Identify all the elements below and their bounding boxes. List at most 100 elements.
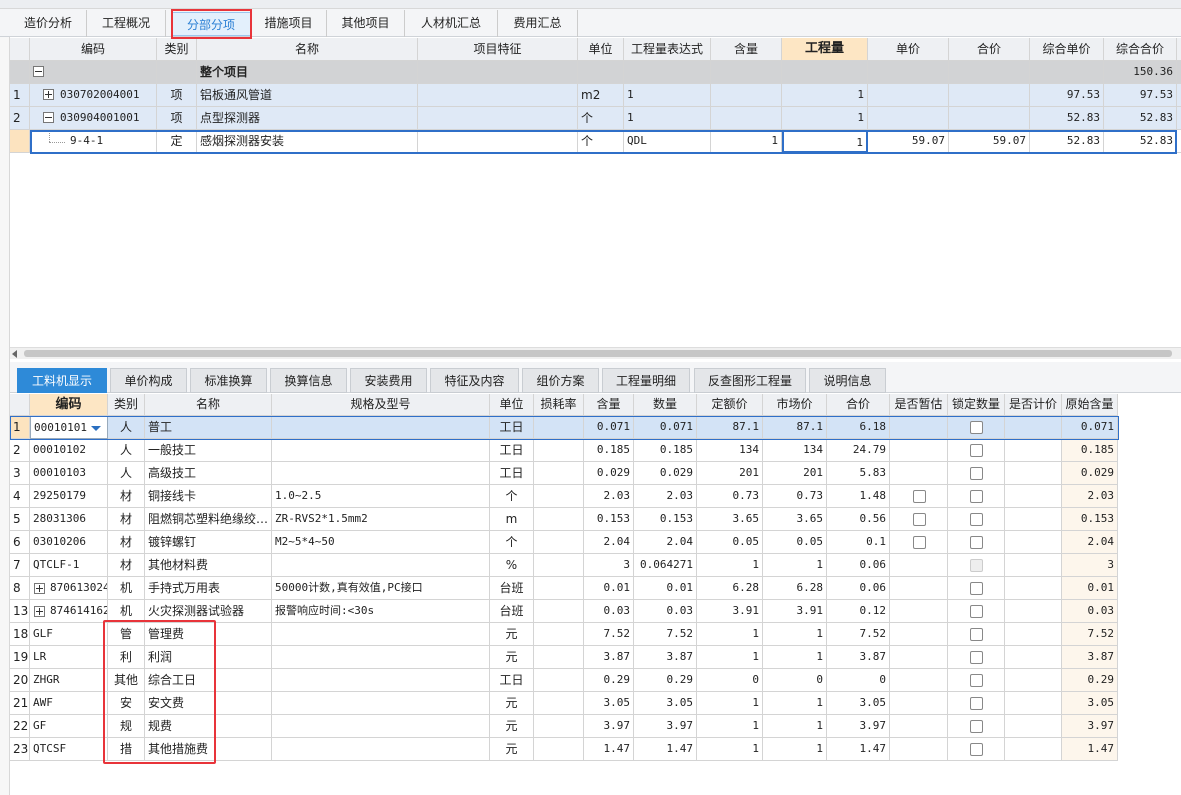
table-cell[interactable]: 6.18 xyxy=(827,416,890,439)
checkbox[interactable] xyxy=(913,513,926,526)
table-cell[interactable]: 元 xyxy=(490,692,534,715)
table-cell[interactable]: 134 xyxy=(697,439,763,462)
table-cell[interactable] xyxy=(578,61,624,84)
table-cell[interactable]: 规费 xyxy=(145,715,272,738)
table-cell[interactable]: 1 xyxy=(697,738,763,761)
checkbox[interactable] xyxy=(970,697,983,710)
table-cell[interactable] xyxy=(949,107,1030,130)
table-cell[interactable]: m2 xyxy=(578,84,624,107)
table-cell[interactable]: 材 xyxy=(108,554,145,577)
table-cell[interactable]: 1.0~2.5 xyxy=(272,485,490,508)
column-header[interactable]: 名称 xyxy=(145,394,272,416)
table-cell[interactable] xyxy=(1005,600,1062,623)
table-cell[interactable]: 1 xyxy=(763,623,827,646)
table-cell[interactable] xyxy=(534,577,584,600)
table-cell[interactable]: 台班 xyxy=(490,577,534,600)
checkbox[interactable] xyxy=(913,536,926,549)
table-cell[interactable]: 030702004001 xyxy=(30,84,157,107)
table-cell[interactable]: 28031306 xyxy=(30,508,108,531)
column-header[interactable]: 市场价 xyxy=(763,394,827,416)
table-cell[interactable]: 高级技工 xyxy=(145,462,272,485)
table-cell[interactable]: QTCSF xyxy=(30,738,108,761)
table-cell[interactable]: 2.04 xyxy=(1062,531,1118,554)
table-cell[interactable] xyxy=(890,462,948,485)
table-cell[interactable] xyxy=(1005,692,1062,715)
table-cell[interactable]: 0.06 xyxy=(827,554,890,577)
column-header[interactable]: 编码 xyxy=(30,38,157,61)
tab[interactable]: 工料机显示 xyxy=(17,368,107,393)
table-cell[interactable]: ZR-RVS2*1.5mm2 xyxy=(272,508,490,531)
column-header[interactable]: 工程量 xyxy=(782,38,868,61)
table-cell[interactable]: 0 xyxy=(697,669,763,692)
table-cell[interactable] xyxy=(890,554,948,577)
table-cell[interactable]: 201 xyxy=(763,462,827,485)
table-cell[interactable]: 普工 xyxy=(145,416,272,439)
table-cell[interactable] xyxy=(890,439,948,462)
table-cell[interactable] xyxy=(624,61,711,84)
tab[interactable]: 组价方案 xyxy=(522,368,599,393)
table-cell[interactable]: 0.06 xyxy=(827,577,890,600)
table-cell[interactable]: 1 xyxy=(763,646,827,669)
table-cell[interactable] xyxy=(272,669,490,692)
table-cell[interactable]: 措 xyxy=(108,738,145,761)
table-cell[interactable]: 5.83 xyxy=(827,462,890,485)
table-cell[interactable]: 3.91 xyxy=(697,600,763,623)
column-header[interactable]: 类别 xyxy=(157,38,197,61)
table-cell[interactable]: 机 xyxy=(108,600,145,623)
table-cell[interactable]: 1 xyxy=(763,715,827,738)
column-header[interactable]: 单位 xyxy=(490,394,534,416)
table-cell[interactable]: 3.05 xyxy=(634,692,697,715)
table-cell[interactable]: 报警响应时间:<30s xyxy=(272,600,490,623)
table-cell[interactable] xyxy=(418,84,578,107)
checkbox[interactable] xyxy=(970,720,983,733)
table-cell[interactable]: 手持式万用表 xyxy=(145,577,272,600)
column-header[interactable]: 工程量表达式 xyxy=(624,38,711,61)
table-cell[interactable]: 3.05 xyxy=(584,692,634,715)
column-header[interactable]: 综合单价 xyxy=(1030,38,1104,61)
table-cell[interactable]: 人 xyxy=(108,439,145,462)
table-cell[interactable]: 点型探测器 xyxy=(197,107,418,130)
table-cell[interactable] xyxy=(534,715,584,738)
table-cell[interactable]: 1 xyxy=(697,623,763,646)
table-cell[interactable]: 0.064271 xyxy=(634,554,697,577)
table-cell[interactable]: 1 xyxy=(697,554,763,577)
table-cell[interactable]: 铜接线卡 xyxy=(145,485,272,508)
table-cell[interactable] xyxy=(1005,462,1062,485)
table-cell[interactable]: 1.47 xyxy=(584,738,634,761)
table-cell[interactable]: 0.03 xyxy=(584,600,634,623)
table-cell[interactable]: 一般技工 xyxy=(145,439,272,462)
table-cell[interactable]: 52.83 xyxy=(1104,107,1177,130)
table-cell[interactable] xyxy=(1005,485,1062,508)
table-cell[interactable]: 其他材料费 xyxy=(145,554,272,577)
column-header[interactable]: 类别 xyxy=(108,394,145,416)
table-cell[interactable]: 0.153 xyxy=(634,508,697,531)
table-cell[interactable] xyxy=(890,623,948,646)
checkbox[interactable] xyxy=(970,536,983,549)
table-cell[interactable]: 材 xyxy=(108,508,145,531)
table-cell[interactable]: 97.53 xyxy=(1030,84,1104,107)
table-cell[interactable]: 规 xyxy=(108,715,145,738)
table-cell[interactable]: 3.97 xyxy=(584,715,634,738)
column-header[interactable]: 综合合价 xyxy=(1104,38,1177,61)
tab[interactable]: 说明信息 xyxy=(809,368,886,393)
checkbox[interactable] xyxy=(970,628,983,641)
checkbox[interactable] xyxy=(970,444,983,457)
table-cell[interactable]: ZHGR xyxy=(30,669,108,692)
table-cell[interactable]: 6.28 xyxy=(763,577,827,600)
table-cell[interactable]: 3.87 xyxy=(584,646,634,669)
table-cell[interactable] xyxy=(868,84,949,107)
table-cell[interactable]: 台班 xyxy=(490,600,534,623)
dropdown-arrow[interactable] xyxy=(91,426,101,431)
tab[interactable]: 措施项目 xyxy=(251,10,327,37)
table-cell[interactable] xyxy=(1005,738,1062,761)
table-cell[interactable]: 0.05 xyxy=(697,531,763,554)
tab[interactable]: 标准换算 xyxy=(190,368,267,393)
table-cell[interactable]: 工日 xyxy=(490,462,534,485)
table-cell[interactable]: 150.36 xyxy=(1104,61,1177,84)
scrollbar-thumb[interactable] xyxy=(24,350,1172,357)
table-cell[interactable]: 0.153 xyxy=(584,508,634,531)
table-cell[interactable]: 87.1 xyxy=(697,416,763,439)
table-cell[interactable] xyxy=(272,692,490,715)
table-cell[interactable] xyxy=(534,669,584,692)
table-cell[interactable]: LR xyxy=(30,646,108,669)
